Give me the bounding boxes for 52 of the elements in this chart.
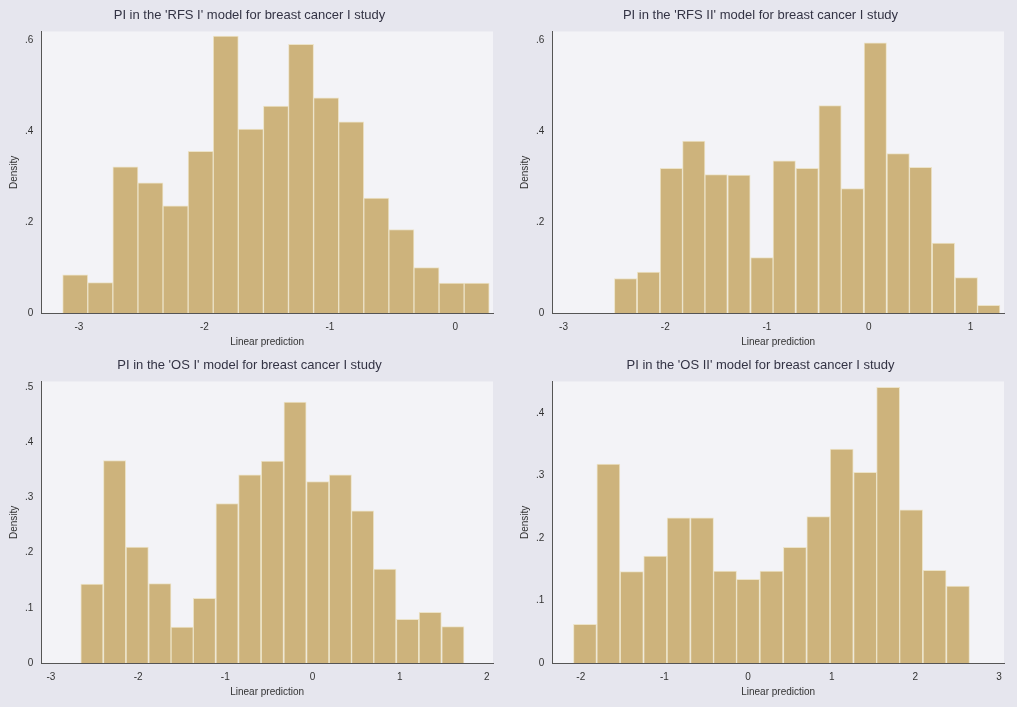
x-tick-label: 1	[967, 320, 974, 332]
x-axis-title: Linear prediction	[230, 685, 305, 697]
y-tick-label: 0	[538, 656, 545, 668]
y-tick-label: .6	[536, 34, 545, 46]
y-tick-label: .2	[25, 546, 34, 558]
y-tick-label: .1	[25, 601, 34, 613]
x-axis-title: Linear prediction	[741, 335, 816, 347]
x-tick-label: 0	[452, 320, 459, 332]
x-tick-label: -1	[220, 670, 231, 682]
y-tick-label: .2	[25, 215, 34, 227]
y-tick-label: 0	[27, 306, 34, 318]
y-tick-label: .3	[536, 469, 545, 481]
y-axis-title: Density	[518, 505, 530, 539]
x-tick-label: -2	[133, 670, 143, 682]
y-tick-label: .4	[25, 125, 34, 137]
x-tick-label: -1	[659, 670, 670, 682]
x-tick-label: -3	[46, 670, 56, 682]
x-tick-label: 2	[912, 670, 919, 682]
y-tick-label: 0	[538, 306, 545, 318]
x-tick-label: -3	[559, 320, 569, 332]
y-tick-label: .4	[536, 125, 545, 137]
x-tick-label: -2	[199, 320, 210, 332]
x-tick-label: -3	[74, 320, 84, 332]
y-tick-label: .6	[25, 34, 34, 46]
x-tick-label: 0	[745, 670, 752, 682]
x-tick-label: 2	[484, 670, 491, 682]
y-axis-title: Density	[518, 155, 530, 189]
y-tick-label: .1	[536, 594, 545, 606]
x-tick-label: 1	[396, 670, 403, 682]
y-tick-label: .5	[25, 380, 34, 392]
x-tick-label: 3	[996, 670, 1003, 682]
x-axis-title: Linear prediction	[741, 685, 816, 697]
x-tick-label: -2	[660, 320, 671, 332]
y-tick-label: .4	[25, 436, 34, 448]
y-axis-title: Density	[7, 505, 19, 539]
x-tick-label: -1	[762, 320, 772, 332]
y-tick-label: 0	[27, 656, 34, 668]
chart-title: PI in the 'RFS I' model for breast cancer I study	[113, 7, 386, 23]
y-tick-label: .4	[536, 406, 545, 418]
chart-title: PI in the 'OS I' model for breast cancer I study	[117, 357, 383, 373]
x-axis-title: Linear prediction	[230, 335, 305, 347]
y-axis-title: Density	[7, 155, 19, 189]
y-tick-label: .3	[25, 491, 34, 503]
chart-title: PI in the 'OS II' model for breast cancer I study	[626, 357, 895, 373]
x-tick-label: 0	[309, 670, 316, 682]
x-tick-label: 0	[865, 320, 872, 332]
chart-title: PI in the 'RFS II' model for breast cancer I study	[622, 7, 899, 23]
y-tick-label: .2	[536, 215, 545, 227]
x-tick-label: 1	[828, 670, 835, 682]
x-tick-label: -1	[325, 320, 335, 332]
y-tick-label: .2	[536, 531, 545, 543]
x-tick-label: -2	[576, 670, 586, 682]
